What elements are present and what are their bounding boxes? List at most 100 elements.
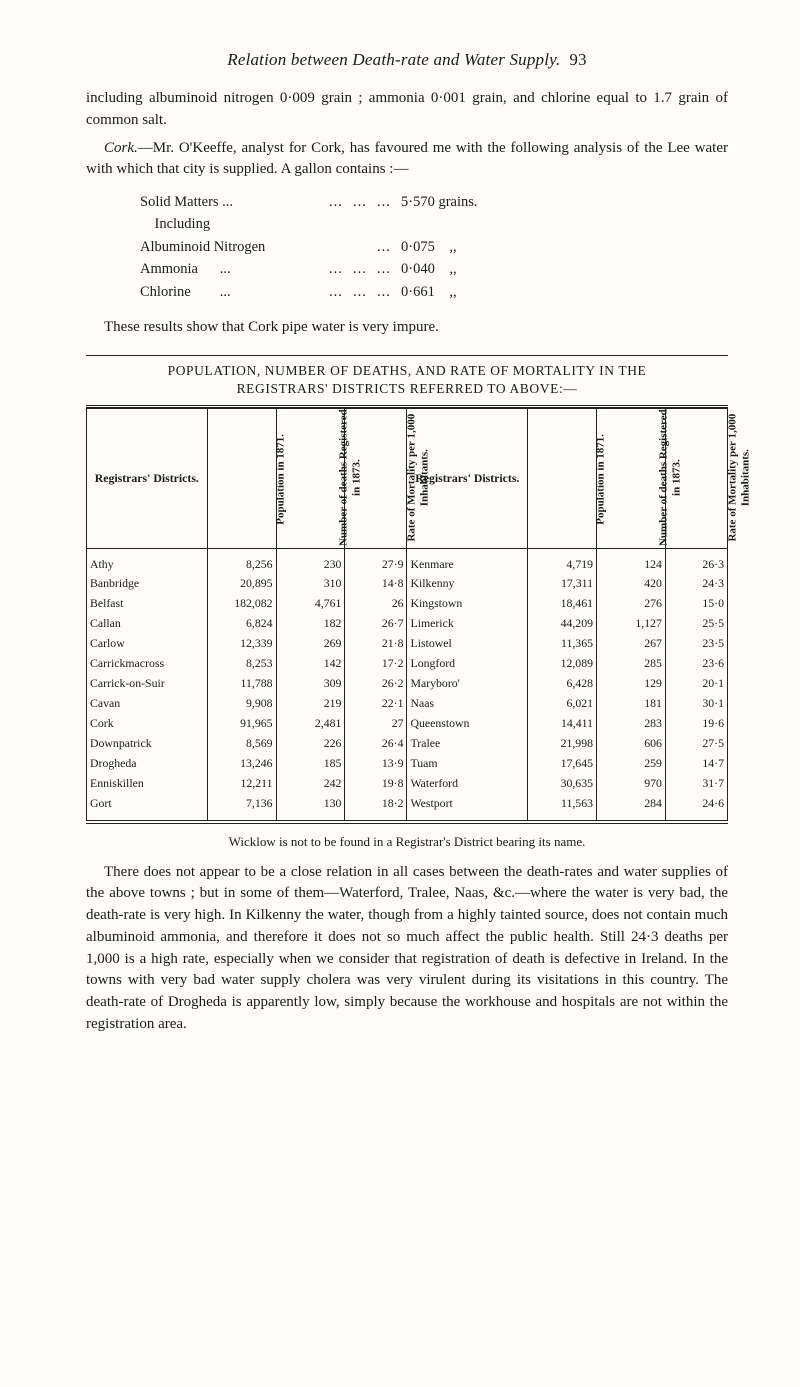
- measure-c2: ...: [329, 258, 353, 280]
- district-cell: Queenstown: [407, 714, 528, 734]
- measure-c3: [353, 213, 377, 235]
- value-cell: 285: [597, 654, 666, 674]
- district-cell: Carrickmacross: [87, 654, 208, 674]
- measure-label: Chlorine ...: [140, 281, 305, 303]
- measure-c1: [305, 236, 329, 258]
- district-cell: Downpatrick: [87, 734, 208, 754]
- value-cell: 26·4: [345, 734, 407, 754]
- district-cell: Maryboro': [407, 674, 528, 694]
- value-cell: 26·7: [345, 614, 407, 634]
- measure-c4: ...: [377, 236, 401, 258]
- table-row: Belfast182,0824,76126Kingstown18,4612761…: [87, 594, 728, 614]
- measure-row: Including: [140, 213, 728, 235]
- page-number: 93: [569, 50, 586, 69]
- value-cell: 91,965: [207, 714, 276, 734]
- district-cell: Athy: [87, 548, 208, 574]
- measure-label: Including: [140, 213, 305, 235]
- value-cell: 27·5: [665, 734, 727, 754]
- district-cell: Gort: [87, 794, 208, 820]
- value-cell: 26·2: [345, 674, 407, 694]
- measure-value: 0·661 ,,: [401, 281, 511, 303]
- measurement-list: Solid Matters ............5·570 grains. …: [140, 191, 728, 303]
- district-cell: Belfast: [87, 594, 208, 614]
- value-cell: 310: [276, 574, 345, 594]
- value-cell: 1,127: [597, 614, 666, 634]
- value-cell: 182,082: [207, 594, 276, 614]
- value-cell: 4,719: [528, 548, 597, 574]
- value-cell: 30·1: [665, 694, 727, 714]
- value-cell: 7,136: [207, 794, 276, 820]
- value-cell: 30,635: [528, 774, 597, 794]
- measure-c4: ...: [377, 281, 401, 303]
- table-footnote: Wicklow is not to be found in a Registra…: [86, 834, 728, 850]
- value-cell: 18·2: [345, 794, 407, 820]
- measure-label: Albuminoid Nitrogen: [140, 236, 305, 258]
- table-row: Banbridge20,89531014·8Kilkenny17,3114202…: [87, 574, 728, 594]
- value-cell: 44,209: [528, 614, 597, 634]
- district-cell: Limerick: [407, 614, 528, 634]
- value-cell: 11,563: [528, 794, 597, 820]
- district-cell: Carrick-on-Suir: [87, 674, 208, 694]
- table-row: Gort7,13613018·2Westport11,56328424·6: [87, 794, 728, 820]
- value-cell: 14·8: [345, 574, 407, 594]
- measure-value: [401, 213, 511, 235]
- measure-row: Solid Matters ............5·570 grains.: [140, 191, 728, 213]
- paragraph-2-body: —Mr. O'Keeffe, analyst for Cork, has fav…: [86, 140, 728, 178]
- measure-row: Ammonia ............0·040 ,,: [140, 258, 728, 280]
- measure-c2: [329, 236, 353, 258]
- table-bottom-rule-2: [86, 823, 728, 824]
- measure-c4: ...: [377, 191, 401, 213]
- value-cell: 6,021: [528, 694, 597, 714]
- value-cell: 6,428: [528, 674, 597, 694]
- value-cell: 181: [597, 694, 666, 714]
- header-title: Relation between Death-rate and Water Su…: [227, 50, 560, 69]
- district-cell: Kenmare: [407, 548, 528, 574]
- value-cell: 267: [597, 634, 666, 654]
- value-cell: 124: [597, 548, 666, 574]
- table-row: Cork91,9652,48127Queenstown14,41128319·6: [87, 714, 728, 734]
- value-cell: 27·9: [345, 548, 407, 574]
- value-cell: 22·1: [345, 694, 407, 714]
- value-cell: 129: [597, 674, 666, 694]
- value-cell: 259: [597, 754, 666, 774]
- value-cell: 12,089: [528, 654, 597, 674]
- value-cell: 31·7: [665, 774, 727, 794]
- value-cell: 24·6: [665, 794, 727, 820]
- district-cell: Tralee: [407, 734, 528, 754]
- district-cell: Drogheda: [87, 754, 208, 774]
- value-cell: 284: [597, 794, 666, 820]
- district-cell: Enniskillen: [87, 774, 208, 794]
- value-cell: 2,481: [276, 714, 345, 734]
- district-cell: Waterford: [407, 774, 528, 794]
- district-cell: Banbridge: [87, 574, 208, 594]
- value-cell: 970: [597, 774, 666, 794]
- value-cell: 23·6: [665, 654, 727, 674]
- value-cell: 420: [597, 574, 666, 594]
- value-cell: 18,461: [528, 594, 597, 614]
- value-cell: 17,311: [528, 574, 597, 594]
- value-cell: 182: [276, 614, 345, 634]
- district-cell: Westport: [407, 794, 528, 820]
- value-cell: 269: [276, 634, 345, 654]
- district-cell: Cavan: [87, 694, 208, 714]
- measure-value: 0·075 ,,: [401, 236, 511, 258]
- paragraph-4: There does not appear to be a close rela…: [86, 862, 728, 1036]
- paragraph-1: including albuminoid nitrogen 0·009 grai…: [86, 88, 728, 132]
- value-cell: 27: [345, 714, 407, 734]
- measure-label: Ammonia ...: [140, 258, 305, 280]
- table-bottom-rule-1: [86, 820, 728, 821]
- table-row: Carrick-on-Suir11,78830926·2Maryboro'6,4…: [87, 674, 728, 694]
- district-cell: Carlow: [87, 634, 208, 654]
- running-header: Relation between Death-rate and Water Su…: [86, 50, 728, 70]
- district-cell: Kingstown: [407, 594, 528, 614]
- district-cell: Kilkenny: [407, 574, 528, 594]
- value-cell: 21,998: [528, 734, 597, 754]
- district-cell: Longford: [407, 654, 528, 674]
- value-cell: 219: [276, 694, 345, 714]
- value-cell: 13·9: [345, 754, 407, 774]
- value-cell: 26: [345, 594, 407, 614]
- measure-c1: [305, 258, 329, 280]
- th-pop-right: Population in 1871.: [528, 408, 597, 548]
- value-cell: 15·0: [665, 594, 727, 614]
- paragraph-2: Cork.—Mr. O'Keeffe, analyst for Cork, ha…: [86, 138, 728, 182]
